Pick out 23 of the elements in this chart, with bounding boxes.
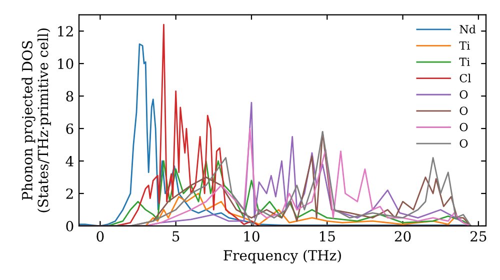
x-tick-label: 20 <box>394 231 411 242</box>
legend-label: Ti <box>459 58 470 66</box>
x-axis-title: Frequency (THz) <box>224 250 341 264</box>
x-tick-label: 5 <box>172 231 180 242</box>
legend-label: O <box>460 122 468 132</box>
y-tick-label: 0 <box>66 220 74 232</box>
x-tick-label: 15 <box>320 231 335 242</box>
legend-label: O <box>460 139 468 148</box>
legend-label: Ti <box>459 41 470 50</box>
y-tick-label: 4 <box>66 156 74 166</box>
y-tick-label: 2 <box>66 188 73 199</box>
x-tick-label: 0 <box>96 231 104 242</box>
legend-label: O <box>460 90 468 99</box>
y-tick-label: 12 <box>58 26 73 36</box>
y-tick-label: 10 <box>58 58 74 70</box>
x-tick-label: 25 <box>470 231 486 242</box>
y-tick-label: 6 <box>66 123 74 134</box>
legend-label: O <box>460 106 468 115</box>
y-axis-title: Phonon projected DOS (States/THz·primitive cell) <box>22 28 51 212</box>
y-tick-label: 8 <box>66 91 74 102</box>
legend-label: Nd <box>460 24 476 34</box>
x-tick-label: 10 <box>244 231 260 242</box>
legend-label: Cl <box>460 74 471 82</box>
